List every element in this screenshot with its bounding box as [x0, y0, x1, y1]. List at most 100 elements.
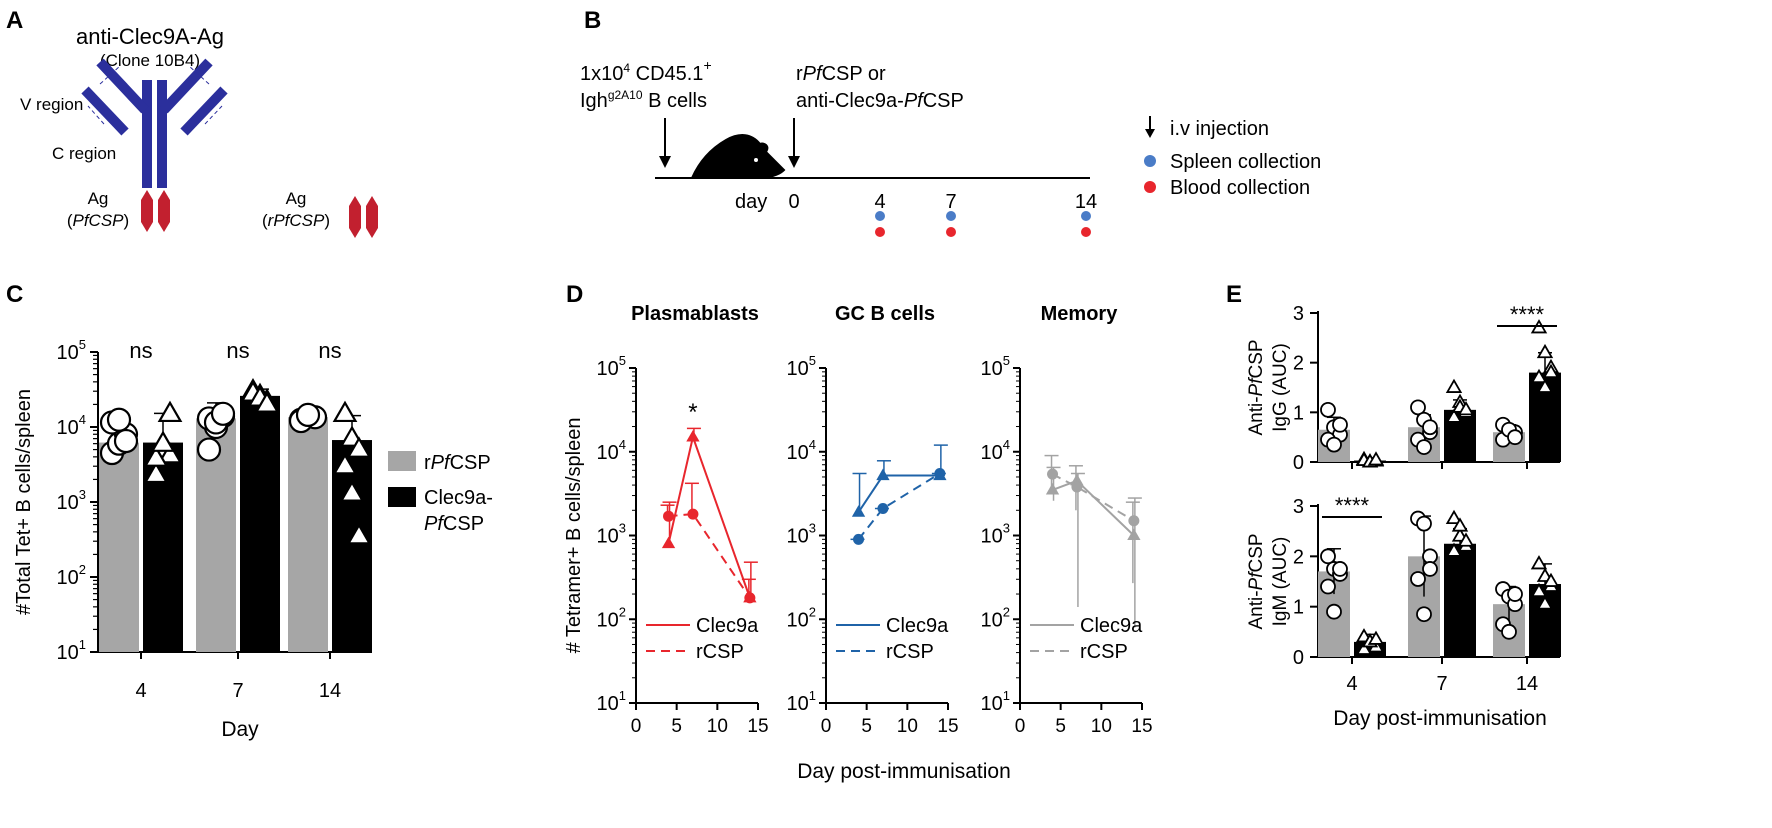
c-point-circle — [196, 437, 222, 462]
panel-d-chart: # Tetramer+ B cells/spleen Plasmablasts 10… — [563, 303, 1153, 783]
d-series-line-clec9a — [667, 433, 751, 599]
c-point-circle — [113, 428, 139, 454]
c-point-circle — [210, 401, 236, 426]
c-ns-annotation: ns — [318, 338, 341, 363]
c-y-label: #Total Tet+ B cells/spleen — [13, 389, 35, 615]
d-y-tick-label: 101 — [981, 688, 1010, 715]
d-legend-label: Clec9a — [886, 615, 949, 637]
c-point-triangle — [254, 391, 280, 413]
e-significance-label: **** — [1335, 493, 1370, 518]
e-bar — [1444, 543, 1476, 657]
d-x-tick-label: 10 — [707, 716, 728, 737]
d-x-label: Day post-immunisation — [797, 760, 1011, 783]
e-y-label-line2: IgM (AUC) — [1270, 537, 1291, 627]
d-legend-label: Clec9a — [696, 615, 759, 637]
cells-line-2: Ighg2A10 B cells — [580, 88, 707, 112]
e-point-triangle — [1367, 630, 1385, 645]
d-subplot-title: Plasmablasts — [631, 303, 759, 325]
d-y-tick-label: 104 — [981, 437, 1010, 464]
d-point-triangle — [1045, 482, 1060, 495]
d-x-tick-label: 15 — [747, 716, 768, 737]
e-point-circle — [1410, 399, 1426, 416]
d-y-tick-label: 101 — [597, 688, 626, 715]
c-legend-label-2: Clec9a- — [424, 487, 493, 509]
e-y-label-line1: Anti-PfCSP — [1246, 339, 1267, 435]
blood-dot-day4 — [875, 227, 885, 237]
d-x-tick-label: 5 — [1055, 716, 1066, 737]
d-x-tick-label: 0 — [821, 716, 832, 737]
panel-label-b: B — [584, 7, 601, 34]
e-x-tick-label: 7 — [1436, 673, 1447, 695]
d-point-triangle — [876, 468, 890, 481]
e-significance-label: **** — [1510, 302, 1545, 327]
c-legend-swatch-grey — [388, 451, 416, 471]
c-legend-label-2b: PfCSP — [424, 513, 484, 535]
e-y-tick-label: 1 — [1293, 597, 1304, 619]
d-x-tick-label: 15 — [1131, 716, 1152, 737]
e-y-tick-label: 2 — [1293, 546, 1304, 568]
d-point-circle — [744, 592, 756, 604]
spleen-dot-day14 — [1081, 211, 1091, 221]
e-point-circle — [1501, 623, 1517, 640]
d-point-circle — [853, 533, 865, 545]
d-point-triangle — [661, 536, 676, 549]
panel-b-timeline: 1x104 CD45.1+ Ighg2A10 B cells rPfCSP or… — [580, 57, 1321, 237]
e-point-circle — [1416, 439, 1432, 456]
d-point-circle — [934, 467, 946, 479]
day-label: day — [735, 191, 767, 213]
e-point-triangle — [1355, 640, 1373, 655]
d-subplot-gc-b-cells: GC B cells 101 102 103 104 105 0 5 10 15 Clec9a rCS… — [787, 303, 959, 737]
panel-label-d: D — [566, 281, 583, 308]
ag-left-sub: (PfCSP) — [67, 211, 129, 230]
c-region-label: C region — [52, 144, 116, 163]
e-y-tick-label: 1 — [1293, 402, 1304, 424]
legend-injection: i.v injection — [1170, 118, 1269, 140]
c-ns-annotation: ns — [226, 338, 249, 363]
c-point-triangle — [157, 442, 183, 464]
e-point-triangle — [1445, 542, 1463, 557]
blood-dot-day7 — [946, 227, 956, 237]
e-subplot-igm: 0 1 2 3 Anti-PfCSP IgM (AUC) **** — [1246, 493, 1561, 669]
e-point-triangle — [1536, 595, 1554, 610]
mouse-icon — [655, 134, 800, 179]
d-y-tick-label: 103 — [597, 521, 626, 548]
c-point-triangle — [143, 445, 169, 467]
day-tick-7: 7 — [945, 191, 956, 213]
panel-label-c: C — [6, 281, 23, 308]
panel-a-antibody-schematic: anti-Clec9A-Ag (Clone 10B4) V region C r… — [20, 24, 378, 238]
e-y-label-line2: IgG (AUC) — [1270, 343, 1291, 432]
e-point-circle — [1416, 606, 1432, 623]
d-point-circle — [877, 503, 889, 515]
legend-spleen: Spleen collection — [1170, 151, 1321, 173]
d-point-triangle — [1070, 473, 1084, 486]
d-legend-label: rCSP — [1080, 641, 1128, 663]
legend-blood: Blood collection — [1170, 177, 1310, 199]
c-y-tick-label: 105 — [57, 337, 86, 364]
e-point-circle — [1332, 416, 1348, 433]
immunisation-line-1: rPfCSP or — [796, 63, 886, 85]
e-point-triangle — [1542, 363, 1560, 379]
c-y-tick-label: 101 — [57, 637, 86, 664]
blood-dot-day14 — [1081, 227, 1091, 237]
c-point-triangle — [150, 430, 176, 452]
e-point-circle — [1326, 436, 1342, 453]
c-bar — [332, 440, 372, 652]
d-subplot-memory: Memory 101 102 103 104 105 0 5 10 15 Clec9a rCSP — [981, 303, 1153, 737]
c-point-triangle — [332, 400, 358, 423]
cells-line-1: 1x104 CD45.1+ — [580, 57, 712, 85]
e-y-tick-label: 3 — [1293, 303, 1304, 325]
d-series-line-rcsp — [1052, 473, 1135, 522]
e-point-triangle — [1530, 555, 1548, 570]
c-point-triangle — [143, 461, 169, 484]
d-x-tick-label: 0 — [631, 716, 642, 737]
spleen-dot-day4 — [875, 211, 885, 221]
d-y-tick-label: 101 — [787, 688, 816, 715]
e-point-circle — [1416, 515, 1432, 532]
e-y-tick-label: 0 — [1293, 647, 1304, 669]
c-point-triangle — [157, 400, 183, 423]
d-y-tick-label: 102 — [597, 604, 626, 631]
d-legend-label: Clec9a — [1080, 615, 1143, 637]
c-bar — [240, 395, 280, 652]
e-point-circle — [1320, 401, 1336, 418]
